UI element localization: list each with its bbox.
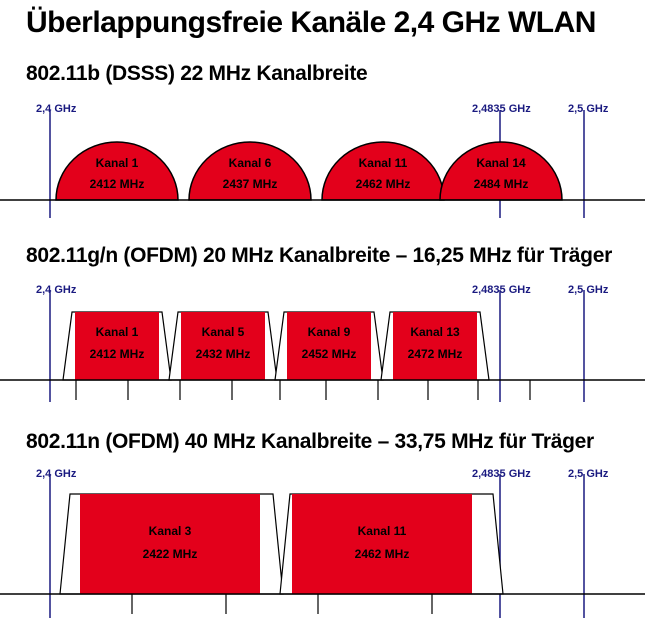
marker-label-2483: 2,4835 GHz bbox=[472, 103, 531, 115]
channel-block bbox=[181, 312, 265, 380]
channel-freq: 2412 MHz bbox=[90, 177, 145, 191]
section-dsss: 2,4 GHz 2,4835 GHz 2,5 GHz Kanal 1 2412 … bbox=[0, 103, 645, 218]
channel-hump bbox=[188, 141, 312, 201]
channel-freq: 2484 MHz bbox=[474, 177, 529, 191]
channel-name: Kanal 6 bbox=[229, 156, 272, 170]
channel-freq: 2472 MHz bbox=[408, 347, 463, 361]
section-title-ofdm-20: 802.11g/n (OFDM) 20 MHz Kanalbreite – 16… bbox=[26, 244, 612, 267]
channel-block bbox=[80, 494, 260, 594]
diagram-title: Überlappungsfreie Kanäle 2,4 GHz WLAN bbox=[26, 6, 596, 39]
channel-name: Kanal 13 bbox=[410, 325, 460, 339]
channel-name: Kanal 14 bbox=[476, 156, 526, 170]
marker-label-2500: 2,5 GHz bbox=[568, 468, 609, 480]
channel-freq: 2437 MHz bbox=[223, 177, 278, 191]
channel-hump bbox=[321, 141, 445, 201]
channel-freq: 2462 MHz bbox=[356, 177, 411, 191]
marker-label-2483: 2,4835 GHz bbox=[472, 468, 531, 480]
section-title-dsss: 802.11b (DSSS) 22 MHz Kanalbreite bbox=[26, 62, 368, 85]
marker-label-2483: 2,4835 GHz bbox=[472, 284, 531, 296]
channel-block bbox=[393, 312, 477, 380]
channel-name: Kanal 11 bbox=[358, 524, 407, 538]
marker-label-2400: 2,4 GHz bbox=[36, 284, 77, 296]
marker-label-2400: 2,4 GHz bbox=[36, 103, 77, 115]
channel-freq: 2452 MHz bbox=[302, 347, 357, 361]
channel-block bbox=[75, 312, 159, 380]
channel-block bbox=[287, 312, 371, 380]
marker-label-2500: 2,5 GHz bbox=[568, 284, 609, 296]
channel-block bbox=[292, 494, 472, 594]
channel-freq: 2422 MHz bbox=[143, 547, 198, 561]
channel-name: Kanal 9 bbox=[308, 325, 351, 339]
channel-name: Kanal 11 bbox=[359, 156, 408, 170]
channel-hump bbox=[55, 141, 179, 201]
channel-name: Kanal 1 bbox=[96, 156, 139, 170]
section-ofdm-40: 2,4 GHz 2,4835 GHz 2,5 GHz Kanal 3 2422 … bbox=[0, 468, 645, 618]
section-ofdm-20: 2,4 GHz 2,4835 GHz 2,5 GHz Kanal 1 2412 … bbox=[0, 284, 645, 402]
section-title-ofdm-40: 802.11n (OFDM) 40 MHz Kanalbreite – 33,7… bbox=[26, 430, 594, 453]
channel-freq: 2432 MHz bbox=[196, 347, 251, 361]
marker-label-2500: 2,5 GHz bbox=[568, 103, 609, 115]
channel-name: Kanal 1 bbox=[96, 325, 139, 339]
channel-name: Kanal 5 bbox=[202, 325, 245, 339]
channel-hump bbox=[439, 141, 563, 201]
channel-name: Kanal 3 bbox=[149, 524, 192, 538]
channel-freq: 2462 MHz bbox=[355, 547, 410, 561]
marker-label-2400: 2,4 GHz bbox=[36, 468, 77, 480]
channel-freq: 2412 MHz bbox=[90, 347, 145, 361]
